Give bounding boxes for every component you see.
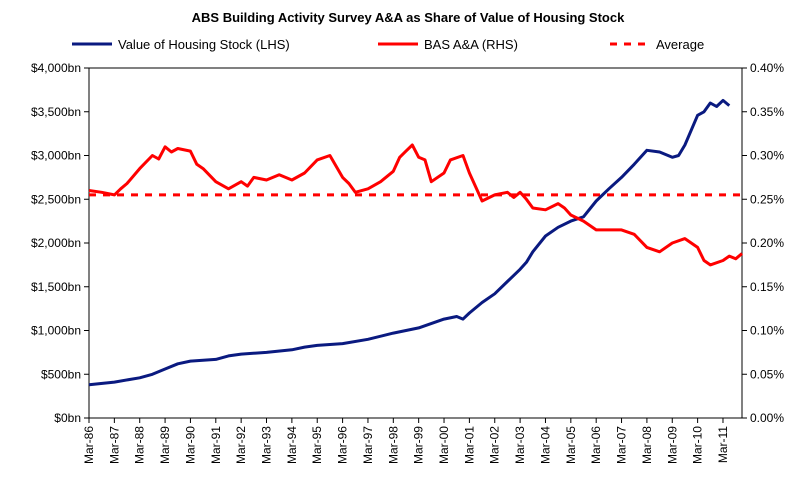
x-tick-label: Mar-01 bbox=[462, 426, 476, 464]
y-left-tick-label: $3,500bn bbox=[31, 105, 81, 119]
x-tick-label: Mar-02 bbox=[488, 426, 502, 464]
y-right-tick-label: 0.40% bbox=[750, 61, 784, 75]
y-left-tick-label: $500bn bbox=[41, 367, 81, 381]
y-right-tick-label: 0.00% bbox=[750, 411, 784, 425]
x-tick-label: Mar-04 bbox=[538, 426, 552, 464]
y-left-tick-label: $2,500bn bbox=[31, 192, 81, 206]
x-tick-label: Mar-11 bbox=[716, 426, 730, 463]
x-tick-label: Mar-08 bbox=[640, 426, 654, 464]
x-tick-label: Mar-05 bbox=[564, 426, 578, 464]
y-left-tick-label: $0bn bbox=[54, 411, 81, 425]
y-left-tick-label: $1,000bn bbox=[31, 324, 81, 338]
x-tick-label: Mar-99 bbox=[412, 426, 426, 464]
legend-label-lhs: Value of Housing Stock (LHS) bbox=[118, 37, 290, 52]
legend: Value of Housing Stock (LHS) BAS A&A (RH… bbox=[72, 37, 704, 52]
x-tick-label: Mar-87 bbox=[107, 426, 121, 464]
y-right-tick-label: 0.35% bbox=[750, 105, 784, 119]
x-tick-label: Mar-88 bbox=[133, 426, 147, 464]
x-tick-label: Mar-03 bbox=[513, 426, 527, 464]
x-tick-label: Mar-90 bbox=[183, 426, 197, 464]
y-right-tick-label: 0.15% bbox=[750, 280, 784, 294]
legend-label-rhs: BAS A&A (RHS) bbox=[424, 37, 518, 52]
legend-label-average: Average bbox=[656, 37, 704, 52]
x-tick-label: Mar-94 bbox=[285, 426, 299, 464]
series-layer bbox=[88, 98, 743, 387]
y-left-tick-label: $1,500bn bbox=[31, 280, 81, 294]
axes: $0bn $500bn $1,000bn $1,500bn $2,000bn $2,500… bbox=[31, 61, 784, 464]
y-left-tick-label: $2,000bn bbox=[31, 236, 81, 250]
y-right-tick-label: 0.20% bbox=[750, 236, 784, 250]
x-tick-label: Mar-92 bbox=[234, 426, 248, 464]
y-left-tick-label: $3,000bn bbox=[31, 149, 81, 163]
x-tick-label: Mar-93 bbox=[260, 426, 274, 464]
chart-title: ABS Building Activity Survey A&A as Shar… bbox=[192, 10, 625, 25]
x-tick-label: Mar-89 bbox=[158, 426, 172, 464]
y-right-tick-label: 0.25% bbox=[750, 192, 784, 206]
x-tick-label: Mar-98 bbox=[386, 426, 400, 464]
y-right-tick-label: 0.10% bbox=[750, 324, 784, 338]
y-right-tick-label: 0.30% bbox=[750, 149, 784, 163]
x-tick-label: Mar-09 bbox=[665, 426, 679, 464]
series-line-housing-stock bbox=[88, 98, 731, 387]
x-tick-label: Mar-86 bbox=[82, 426, 96, 464]
series-line-bas-aa bbox=[88, 143, 743, 267]
y-right-tick-label: 0.05% bbox=[750, 367, 784, 381]
x-tick-label: Mar-10 bbox=[691, 426, 705, 464]
x-tick-label: Mar-97 bbox=[361, 426, 375, 464]
x-tick-label: Mar-07 bbox=[615, 426, 629, 464]
x-tick-label: Mar-95 bbox=[310, 426, 324, 464]
x-tick-label: Mar-00 bbox=[437, 426, 451, 464]
x-tick-label: Mar-91 bbox=[209, 426, 223, 464]
x-tick-label: Mar-06 bbox=[589, 426, 603, 464]
y-left-tick-label: $4,000bn bbox=[31, 61, 81, 75]
x-tick-label: Mar-96 bbox=[336, 426, 350, 464]
